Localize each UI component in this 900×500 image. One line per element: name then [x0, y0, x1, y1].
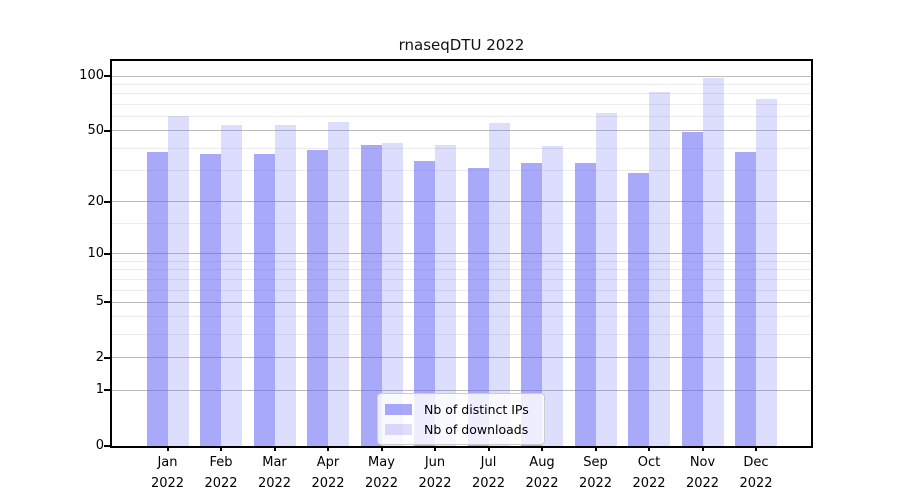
- x-tick-mark: [487, 446, 490, 451]
- bar-distinct-ips: [360, 144, 382, 446]
- legend: Nb of distinct IPs Nb of downloads: [377, 393, 545, 445]
- y-tick-mark: [104, 75, 110, 77]
- x-tick-label: Mar 2022: [257, 455, 292, 491]
- legend-swatch-downloads: [385, 423, 412, 435]
- y-tick-mark: [104, 200, 110, 203]
- bar-distinct-ips: [681, 132, 703, 446]
- bar-distinct-ips: [253, 154, 275, 446]
- gridline-minor: [112, 278, 811, 280]
- y-tick-label: 2: [95, 349, 104, 365]
- y-tick-mark: [104, 389, 110, 392]
- x-tick-mark: [273, 446, 276, 451]
- gridline-minor: [112, 260, 811, 262]
- x-tick-mark: [594, 446, 597, 451]
- gridline-minor: [112, 334, 811, 336]
- x-tick-mark: [327, 446, 329, 451]
- gridline-minor: [112, 269, 811, 271]
- x-tick-mark: [541, 446, 543, 451]
- gridline-minor: [112, 93, 811, 95]
- x-tick-label: Jan 2022: [150, 455, 185, 491]
- bar-downloads: [649, 91, 670, 446]
- gridline-minor: [112, 223, 811, 225]
- plot-area: Nb of distinct IPs Nb of downloads: [110, 59, 813, 448]
- x-tick-mark: [434, 446, 436, 451]
- x-tick-label: Sep 2022: [578, 455, 613, 491]
- bar-downloads: [328, 121, 349, 446]
- gridline-major: [112, 253, 811, 255]
- gridline-major: [112, 357, 811, 359]
- y-tick-label: 100: [79, 68, 104, 83]
- bar-downloads: [221, 124, 242, 446]
- chart-title: rnaseqDTU 2022: [398, 36, 525, 54]
- x-tick-mark: [166, 446, 169, 451]
- bar-downloads: [595, 112, 617, 446]
- y-tick-mark: [104, 252, 110, 255]
- y-tick-label: 10: [87, 245, 104, 261]
- x-tick-mark: [701, 446, 704, 451]
- bar-distinct-ips: [628, 173, 649, 446]
- gridline-minor: [112, 115, 811, 117]
- bar-downloads: [756, 98, 777, 446]
- y-tick-mark: [104, 129, 110, 132]
- x-tick-label: Oct 2022: [632, 455, 666, 491]
- x-tick-label: Aug 2022: [525, 455, 559, 491]
- bar-distinct-ips: [574, 163, 596, 446]
- legend-swatch-distinct-ips: [385, 403, 412, 415]
- gridline-minor: [112, 147, 811, 149]
- bar-distinct-ips: [467, 168, 489, 446]
- x-tick-mark: [755, 446, 757, 451]
- bar-downloads: [274, 124, 296, 446]
- gridline-major: [112, 75, 811, 77]
- bar-distinct-ips: [735, 152, 756, 446]
- x-tick-mark: [380, 446, 383, 451]
- y-tick-label: 1: [95, 382, 104, 398]
- x-tick-label: Apr 2022: [311, 455, 345, 491]
- x-tick-label: Jun 2022: [418, 455, 452, 491]
- gridline-major: [112, 201, 811, 203]
- y-tick-mark: [104, 356, 110, 359]
- y-tick-label: 50: [87, 122, 104, 138]
- bar-downloads: [542, 146, 563, 446]
- bar-downloads: [702, 78, 724, 446]
- gridline-major: [112, 130, 811, 132]
- gridline-minor: [112, 83, 811, 85]
- bar-distinct-ips: [414, 161, 435, 446]
- legend-label-distinct-ips: Nb of distinct IPs: [424, 401, 529, 417]
- gridline-minor: [112, 316, 811, 318]
- x-tick-label: Jul 2022: [471, 455, 506, 491]
- x-tick-label: Dec 2022: [739, 455, 773, 491]
- legend-entry-distinct-ips: Nb of distinct IPs: [385, 399, 536, 419]
- legend-entry-downloads: Nb of downloads: [385, 419, 536, 439]
- x-tick-label: Nov 2022: [685, 455, 720, 491]
- bar-downloads: [488, 123, 510, 446]
- gridline-minor: [112, 289, 811, 291]
- gridline-major: [112, 389, 811, 391]
- bar-downloads: [381, 142, 403, 446]
- bar-downloads: [167, 116, 189, 446]
- bar-distinct-ips: [307, 150, 328, 446]
- y-tick-label: 5: [95, 294, 104, 310]
- legend-label-downloads: Nb of downloads: [424, 421, 529, 437]
- gridline-minor: [112, 170, 811, 172]
- bar-distinct-ips: [521, 163, 542, 446]
- x-tick-label: Feb 2022: [204, 455, 238, 491]
- bar-distinct-ips: [200, 154, 221, 446]
- y-tick-label: 20: [87, 193, 104, 209]
- bar-downloads: [435, 144, 456, 446]
- x-tick-label: May 2022: [364, 455, 399, 491]
- x-tick-mark: [220, 446, 222, 451]
- gridline-minor: [112, 103, 811, 105]
- gridline-major: [112, 301, 811, 303]
- bar-distinct-ips: [146, 152, 168, 446]
- y-tick-mark: [104, 445, 110, 447]
- y-tick-label: 0: [95, 438, 104, 453]
- y-tick-mark: [104, 301, 110, 304]
- x-tick-mark: [648, 446, 650, 451]
